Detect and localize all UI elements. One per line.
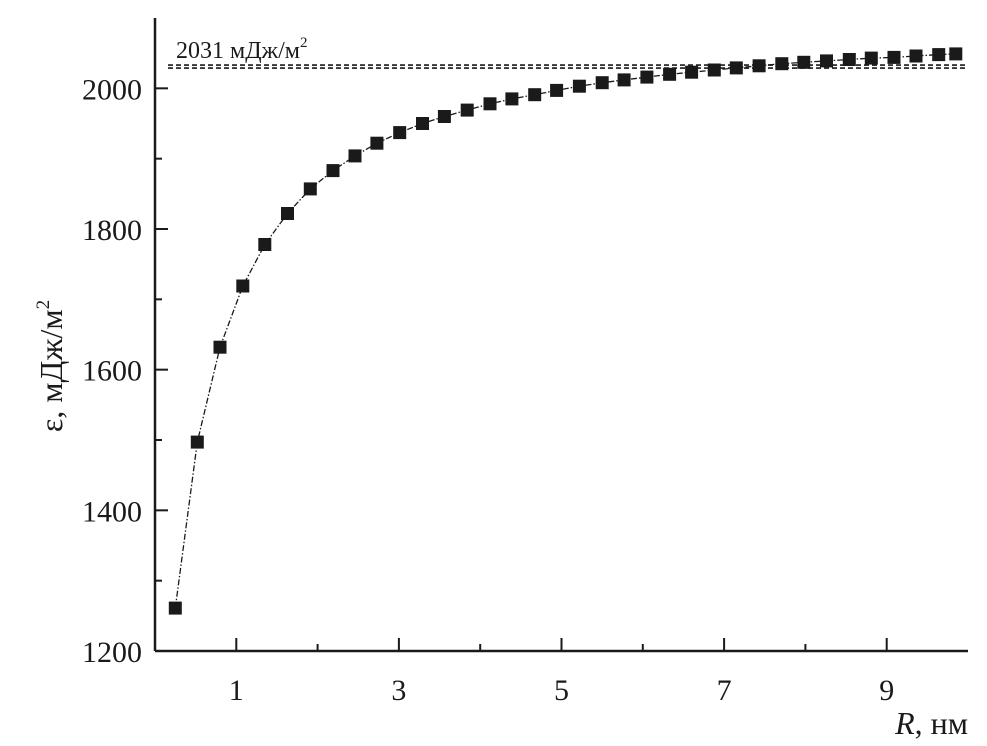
axis-tick-labels: 1 3 5 7 9 1200 1400 1600 1800 2000: [82, 73, 894, 707]
data-point: [258, 238, 272, 251]
y-tick-label: 1800: [82, 214, 142, 247]
x-axis-label-variable: R: [894, 705, 915, 741]
series-group: [168, 47, 963, 615]
data-point: [820, 54, 833, 68]
y-tick-label: 1600: [82, 355, 142, 388]
y-axis-label: ε, мДж/м2: [33, 300, 69, 432]
data-point: [617, 73, 631, 87]
reference-line-label: 2031 мДж/м2: [176, 35, 308, 64]
data-point: [932, 48, 946, 62]
data-point: [752, 59, 766, 73]
data-point: [909, 49, 923, 63]
x-tick-label: 7: [717, 674, 732, 707]
x-tick-label: 9: [879, 674, 894, 707]
y-axis-label-main: ε, мДж/м: [33, 309, 69, 432]
data-point: [190, 435, 204, 449]
data-point: [887, 50, 901, 64]
data-point: [303, 182, 317, 196]
data-point: [729, 61, 743, 75]
data-point: [595, 76, 609, 90]
data-point: [528, 88, 542, 102]
data-point: [460, 103, 474, 117]
x-tick-label: 1: [229, 674, 244, 707]
y-tick-label: 1400: [82, 495, 142, 528]
x-tick-label: 3: [391, 674, 406, 707]
data-point: [437, 110, 451, 123]
data-point: [842, 53, 856, 66]
data-point: [393, 126, 407, 140]
y-tick-label: 1200: [82, 636, 142, 669]
data-point: [281, 207, 294, 220]
x-axis-label-unit: , нм: [915, 705, 968, 741]
y-tick-label: 2000: [82, 73, 142, 106]
data-point: [550, 83, 564, 97]
data-point: [640, 70, 654, 84]
data-point: [236, 279, 250, 293]
reference-line-label-superscript: 2: [300, 35, 308, 51]
data-point: [685, 65, 699, 79]
data-point: [348, 149, 362, 163]
data-point: [572, 79, 586, 93]
series-line: [174, 53, 956, 609]
x-axis-label: R, нм: [894, 705, 968, 741]
data-point: [775, 57, 789, 71]
data-point: [864, 51, 878, 65]
data-point: [663, 67, 677, 81]
data-point: [168, 601, 182, 615]
data-point: [483, 97, 497, 111]
axis-ticks: [155, 87, 888, 652]
y-axis-label-superscript: 2: [33, 300, 54, 310]
data-point: [213, 340, 227, 354]
reference-line-label-main: 2031 мДж/м: [176, 38, 300, 64]
data-point: [797, 55, 811, 69]
data-point: [505, 92, 519, 106]
data-point: [949, 47, 963, 61]
reference-line-group: [168, 64, 968, 69]
x-tick-label: 5: [554, 674, 569, 707]
data-point: [370, 136, 384, 150]
plot-frame: [153, 18, 968, 653]
data-point: [707, 63, 721, 77]
data-point: [326, 164, 340, 178]
data-point: [416, 117, 429, 130]
